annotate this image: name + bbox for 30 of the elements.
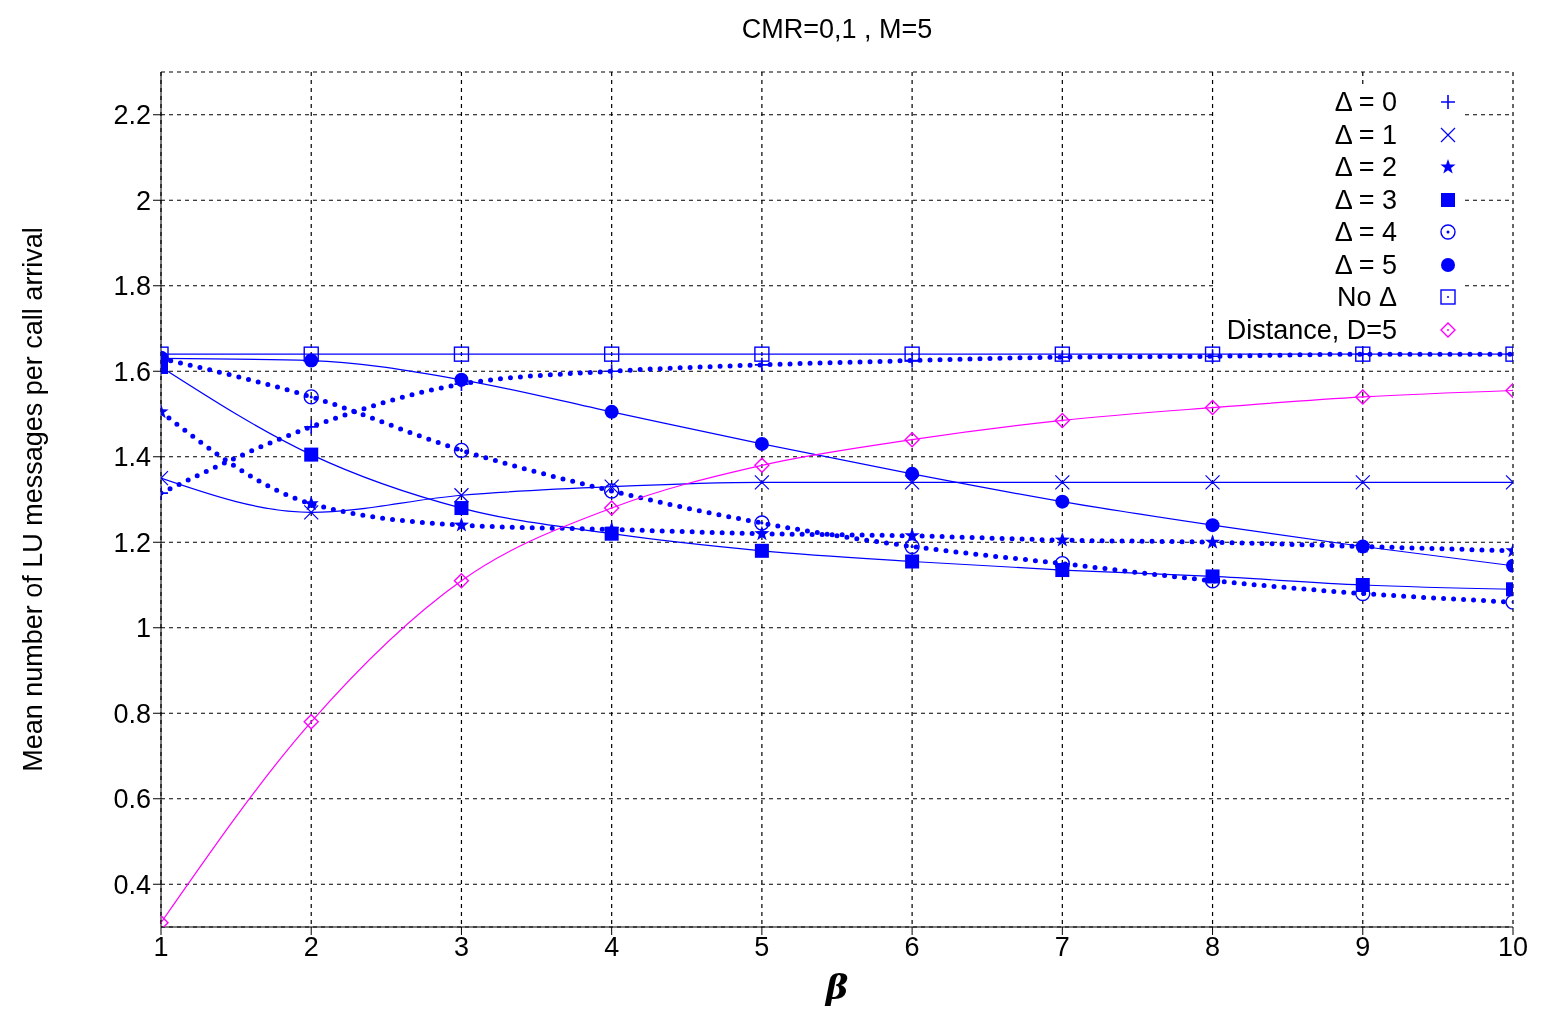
y-tick-label: 0.6 — [113, 784, 151, 815]
x-tick-label: 2 — [303, 932, 319, 963]
y-tick-label: 2 — [135, 185, 151, 216]
x-tick-label: 6 — [904, 932, 920, 963]
y-tick-label: 1.8 — [113, 271, 151, 302]
y-tick-label: 0.4 — [113, 869, 151, 900]
y-tick-label: 2.2 — [113, 100, 151, 131]
y-tick-label: 1.2 — [113, 527, 151, 558]
legend-label: Δ = 5 — [1334, 248, 1397, 281]
x-axis-title: β — [823, 967, 849, 1007]
legend-label: Δ = 4 — [1334, 216, 1397, 249]
x-tick-label: 10 — [1497, 932, 1529, 963]
legend-label: Δ = 3 — [1334, 183, 1397, 216]
legend-label: Δ = 1 — [1334, 118, 1397, 151]
legend-label: Δ = 0 — [1334, 86, 1397, 119]
legend-label: Distance, D=5 — [1226, 313, 1397, 346]
x-tick-label: 4 — [604, 932, 620, 963]
y-tick-label: 1.4 — [113, 442, 151, 473]
chart-title: CMR=0,1 , M=5 — [740, 14, 934, 45]
x-tick-label: 9 — [1355, 932, 1371, 963]
legend-label: Δ = 2 — [1334, 151, 1397, 184]
x-tick-label: 3 — [453, 932, 469, 963]
y-tick-label: 1 — [135, 613, 151, 644]
y-tick-label: 1.6 — [113, 356, 151, 387]
x-tick-label: 8 — [1205, 932, 1221, 963]
x-tick-label: 7 — [1054, 932, 1070, 963]
y-axis-title: Mean number of LU messages per call arrival — [17, 227, 48, 772]
x-tick-label: 5 — [754, 932, 770, 963]
y-tick-label: 0.8 — [113, 698, 151, 729]
legend-label: No Δ — [1336, 281, 1397, 314]
